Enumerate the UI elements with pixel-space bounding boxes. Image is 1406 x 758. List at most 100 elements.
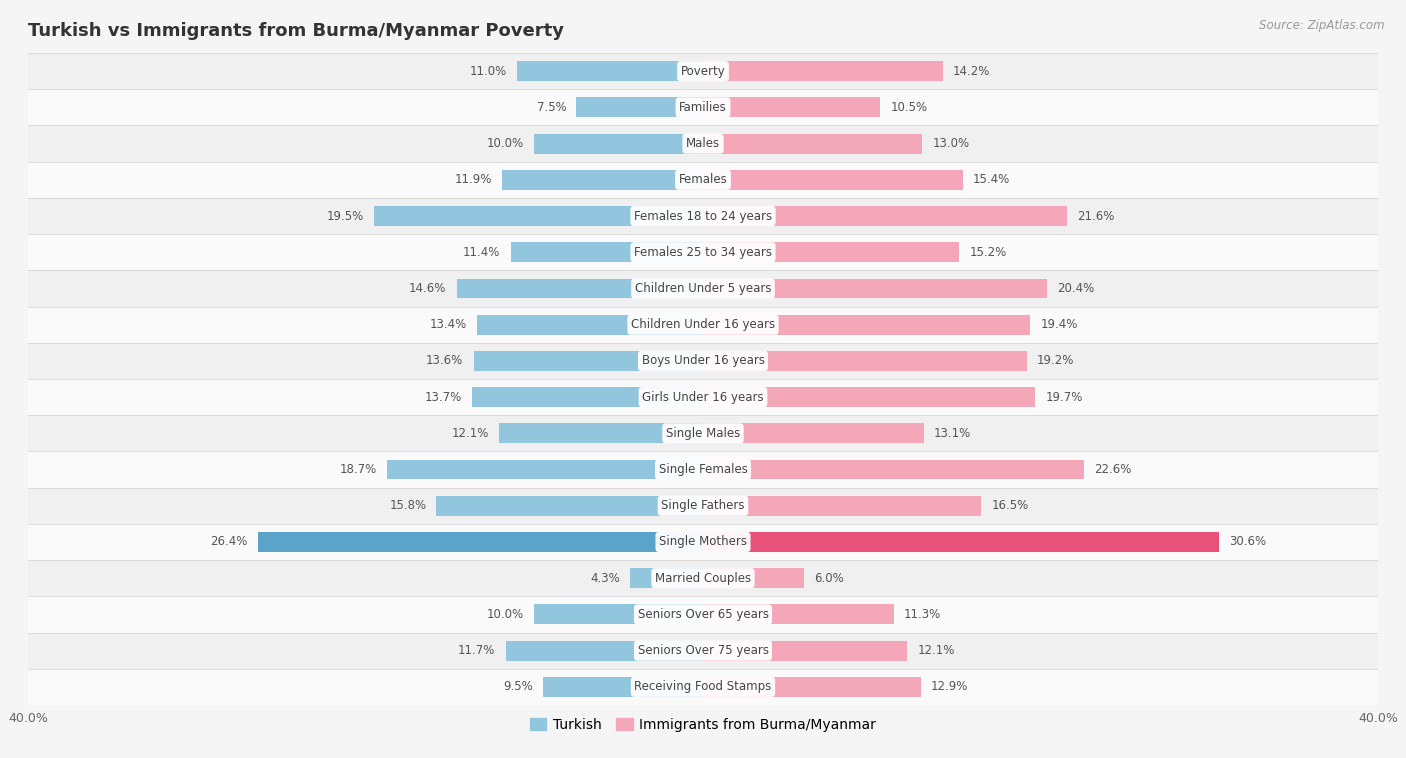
Text: 6.0%: 6.0% bbox=[814, 572, 844, 584]
Bar bbox=[28, 53, 1378, 89]
Text: 13.1%: 13.1% bbox=[934, 427, 972, 440]
Bar bbox=[703, 206, 1067, 226]
Bar bbox=[703, 641, 907, 660]
Text: 30.6%: 30.6% bbox=[1229, 535, 1267, 549]
Text: Females 25 to 34 years: Females 25 to 34 years bbox=[634, 246, 772, 258]
Text: Single Fathers: Single Fathers bbox=[661, 500, 745, 512]
Text: 10.0%: 10.0% bbox=[486, 608, 524, 621]
Bar bbox=[28, 306, 1378, 343]
Text: 19.7%: 19.7% bbox=[1046, 390, 1083, 403]
Text: 13.0%: 13.0% bbox=[932, 137, 970, 150]
Text: 14.6%: 14.6% bbox=[409, 282, 447, 295]
Bar bbox=[28, 632, 1378, 669]
Bar bbox=[28, 487, 1378, 524]
Text: Turkish vs Immigrants from Burma/Myanmar Poverty: Turkish vs Immigrants from Burma/Myanmar… bbox=[28, 23, 564, 40]
Text: 13.4%: 13.4% bbox=[430, 318, 467, 331]
Text: 15.4%: 15.4% bbox=[973, 174, 1010, 186]
Text: 12.1%: 12.1% bbox=[451, 427, 489, 440]
Bar bbox=[28, 524, 1378, 560]
Text: 10.5%: 10.5% bbox=[890, 101, 928, 114]
Bar bbox=[28, 198, 1378, 234]
Text: Families: Families bbox=[679, 101, 727, 114]
Bar bbox=[534, 604, 703, 625]
Text: 9.5%: 9.5% bbox=[503, 681, 533, 694]
Bar bbox=[703, 604, 894, 625]
Text: Males: Males bbox=[686, 137, 720, 150]
Bar bbox=[534, 133, 703, 154]
Bar bbox=[703, 98, 880, 117]
Text: 22.6%: 22.6% bbox=[1094, 463, 1132, 476]
Bar bbox=[502, 170, 703, 190]
Text: Married Couples: Married Couples bbox=[655, 572, 751, 584]
Bar bbox=[517, 61, 703, 81]
Text: 12.9%: 12.9% bbox=[931, 681, 969, 694]
Bar bbox=[257, 532, 703, 552]
Bar bbox=[28, 234, 1378, 271]
Bar bbox=[28, 669, 1378, 705]
Bar bbox=[703, 315, 1031, 334]
Text: Boys Under 16 years: Boys Under 16 years bbox=[641, 355, 765, 368]
Bar bbox=[28, 126, 1378, 161]
Text: Females 18 to 24 years: Females 18 to 24 years bbox=[634, 209, 772, 223]
Bar bbox=[630, 568, 703, 588]
Bar bbox=[474, 351, 703, 371]
Text: 20.4%: 20.4% bbox=[1057, 282, 1094, 295]
Text: Children Under 5 years: Children Under 5 years bbox=[634, 282, 772, 295]
Bar bbox=[703, 61, 942, 81]
Bar bbox=[477, 315, 703, 334]
Text: Females: Females bbox=[679, 174, 727, 186]
Bar bbox=[506, 641, 703, 660]
Bar bbox=[576, 98, 703, 117]
Text: 11.0%: 11.0% bbox=[470, 64, 508, 77]
Bar bbox=[28, 452, 1378, 487]
Text: 11.3%: 11.3% bbox=[904, 608, 941, 621]
Bar bbox=[703, 243, 959, 262]
Bar bbox=[703, 170, 963, 190]
Bar bbox=[388, 459, 703, 480]
Bar bbox=[28, 271, 1378, 306]
Bar bbox=[472, 387, 703, 407]
Bar bbox=[703, 387, 1035, 407]
Bar bbox=[703, 677, 921, 697]
Text: 19.2%: 19.2% bbox=[1038, 355, 1074, 368]
Text: Girls Under 16 years: Girls Under 16 years bbox=[643, 390, 763, 403]
Bar bbox=[703, 351, 1026, 371]
Bar bbox=[499, 424, 703, 443]
Text: 4.3%: 4.3% bbox=[591, 572, 620, 584]
Text: Seniors Over 65 years: Seniors Over 65 years bbox=[637, 608, 769, 621]
Legend: Turkish, Immigrants from Burma/Myanmar: Turkish, Immigrants from Burma/Myanmar bbox=[524, 712, 882, 737]
Bar bbox=[703, 532, 1219, 552]
Bar bbox=[28, 89, 1378, 126]
Text: 14.2%: 14.2% bbox=[953, 64, 990, 77]
Text: Seniors Over 75 years: Seniors Over 75 years bbox=[637, 644, 769, 657]
Bar bbox=[510, 243, 703, 262]
Text: Poverty: Poverty bbox=[681, 64, 725, 77]
Bar bbox=[703, 568, 804, 588]
Bar bbox=[28, 560, 1378, 597]
Text: 15.8%: 15.8% bbox=[389, 500, 426, 512]
Bar bbox=[28, 415, 1378, 452]
Bar bbox=[436, 496, 703, 515]
Text: 15.2%: 15.2% bbox=[970, 246, 1007, 258]
Text: Single Females: Single Females bbox=[658, 463, 748, 476]
Text: 11.7%: 11.7% bbox=[458, 644, 495, 657]
Text: Source: ZipAtlas.com: Source: ZipAtlas.com bbox=[1260, 19, 1385, 32]
Bar bbox=[703, 459, 1084, 480]
Text: 12.1%: 12.1% bbox=[917, 644, 955, 657]
Bar bbox=[703, 133, 922, 154]
Text: Receiving Food Stamps: Receiving Food Stamps bbox=[634, 681, 772, 694]
Bar bbox=[28, 597, 1378, 632]
Bar bbox=[457, 278, 703, 299]
Text: 13.6%: 13.6% bbox=[426, 355, 464, 368]
Text: 16.5%: 16.5% bbox=[991, 500, 1029, 512]
Text: 19.5%: 19.5% bbox=[326, 209, 364, 223]
Bar bbox=[28, 343, 1378, 379]
Text: 19.4%: 19.4% bbox=[1040, 318, 1078, 331]
Text: 11.9%: 11.9% bbox=[454, 174, 492, 186]
Text: 11.4%: 11.4% bbox=[463, 246, 501, 258]
Bar bbox=[28, 161, 1378, 198]
Text: Children Under 16 years: Children Under 16 years bbox=[631, 318, 775, 331]
Bar bbox=[28, 379, 1378, 415]
Bar bbox=[543, 677, 703, 697]
Text: 21.6%: 21.6% bbox=[1077, 209, 1115, 223]
